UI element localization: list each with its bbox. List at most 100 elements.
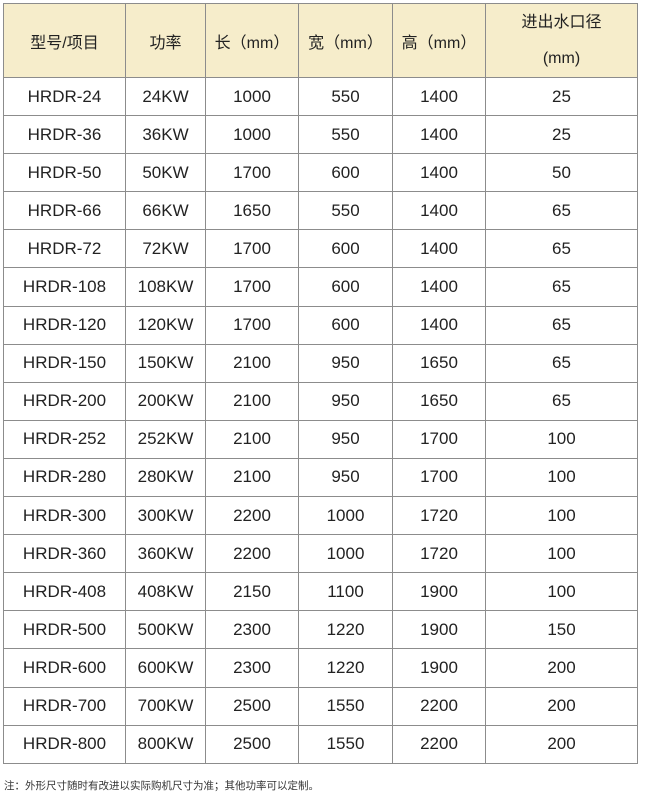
cell-pipe-diameter: 65 <box>485 305 638 345</box>
cell-power: 700KW <box>125 686 206 726</box>
cell-height: 1400 <box>392 76 486 117</box>
cell-width: 600 <box>298 229 393 269</box>
header-power: 功率 <box>125 3 206 78</box>
cell-length: 1700 <box>205 153 299 193</box>
cell-model: HRDR-36 <box>3 115 126 155</box>
cell-width: 950 <box>298 419 393 459</box>
cell-model: HRDR-50 <box>3 153 126 193</box>
cell-pipe-diameter: 65 <box>485 381 638 421</box>
cell-length: 2300 <box>205 610 299 650</box>
cell-power: 300KW <box>125 496 206 536</box>
cell-pipe-diameter: 65 <box>485 343 638 383</box>
cell-length: 2500 <box>205 724 299 764</box>
cell-power: 24KW <box>125 76 206 117</box>
cell-height: 1400 <box>392 229 486 269</box>
cell-height: 1900 <box>392 572 486 612</box>
cell-model: HRDR-72 <box>3 229 126 269</box>
cell-model: HRDR-408 <box>3 572 126 612</box>
cell-length: 1700 <box>205 305 299 345</box>
cell-power: 280KW <box>125 457 206 498</box>
cell-power: 120KW <box>125 305 206 345</box>
cell-power: 66KW <box>125 191 206 231</box>
cell-pipe-diameter: 100 <box>485 419 638 459</box>
cell-pipe-diameter: 200 <box>485 724 638 764</box>
cell-model: HRDR-200 <box>3 381 126 421</box>
spec-table: 型号/项目 功率 长（mm） 宽（mm） 高（mm） 进出水口径 (mm) HR… <box>3 3 638 764</box>
cell-length: 1700 <box>205 229 299 269</box>
table-row: HRDR-66 66KW 1650 550 1400 65 <box>3 191 638 231</box>
table-row: HRDR-252 252KW 2100 950 1700 100 <box>3 419 638 459</box>
table-row: HRDR-120 120KW 1700 600 1400 65 <box>3 305 638 345</box>
cell-length: 2200 <box>205 496 299 536</box>
cell-width: 550 <box>298 115 393 155</box>
cell-power: 36KW <box>125 115 206 155</box>
table-row: HRDR-360 360KW 2200 1000 1720 100 <box>3 534 638 574</box>
cell-pipe-diameter: 65 <box>485 229 638 269</box>
cell-width: 950 <box>298 457 393 498</box>
cell-width: 950 <box>298 343 393 383</box>
cell-length: 2150 <box>205 572 299 612</box>
header-length: 长（mm） <box>205 3 299 78</box>
cell-power: 150KW <box>125 343 206 383</box>
cell-length: 2100 <box>205 419 299 459</box>
cell-model: HRDR-252 <box>3 419 126 459</box>
cell-width: 1220 <box>298 610 393 650</box>
cell-power: 600KW <box>125 648 206 688</box>
cell-model: HRDR-120 <box>3 305 126 345</box>
cell-pipe-diameter: 100 <box>485 496 638 536</box>
cell-length: 1700 <box>205 267 299 307</box>
header-height: 高（mm） <box>392 3 486 78</box>
cell-height: 1650 <box>392 343 486 383</box>
cell-model: HRDR-500 <box>3 610 126 650</box>
cell-model: HRDR-280 <box>3 457 126 498</box>
cell-height: 1700 <box>392 419 486 459</box>
cell-width: 950 <box>298 381 393 421</box>
cell-power: 408KW <box>125 572 206 612</box>
header-pipe-line1: 进出水口径 <box>521 13 602 31</box>
cell-length: 1000 <box>205 76 299 117</box>
cell-height: 2200 <box>392 724 486 764</box>
cell-power: 360KW <box>125 534 206 574</box>
header-row: 型号/项目 功率 长（mm） 宽（mm） 高（mm） 进出水口径 (mm) <box>3 3 638 78</box>
cell-pipe-diameter: 150 <box>485 610 638 650</box>
header-width: 宽（mm） <box>298 3 393 78</box>
cell-pipe-diameter: 100 <box>485 534 638 574</box>
cell-width: 1100 <box>298 572 393 612</box>
cell-power: 800KW <box>125 724 206 764</box>
cell-height: 1400 <box>392 191 486 231</box>
cell-model: HRDR-66 <box>3 191 126 231</box>
cell-width: 1550 <box>298 724 393 764</box>
cell-pipe-diameter: 25 <box>485 115 638 155</box>
cell-power: 72KW <box>125 229 206 269</box>
footnote: 注：外形尺寸随时有改进以实际购机尺寸为准；其他功率可以定制。 <box>4 780 319 792</box>
cell-model: HRDR-800 <box>3 724 126 764</box>
table-row: HRDR-72 72KW 1700 600 1400 65 <box>3 229 638 269</box>
table-row: HRDR-600 600KW 2300 1220 1900 200 <box>3 648 638 688</box>
cell-power: 200KW <box>125 381 206 421</box>
cell-length: 2500 <box>205 686 299 726</box>
cell-model: HRDR-700 <box>3 686 126 726</box>
cell-height: 1700 <box>392 457 486 498</box>
cell-length: 2300 <box>205 648 299 688</box>
cell-power: 500KW <box>125 610 206 650</box>
cell-height: 1400 <box>392 267 486 307</box>
cell-height: 1900 <box>392 610 486 650</box>
table-row: HRDR-36 36KW 1000 550 1400 25 <box>3 115 638 155</box>
cell-power: 108KW <box>125 267 206 307</box>
cell-height: 1900 <box>392 648 486 688</box>
table-row: HRDR-700 700KW 2500 1550 2200 200 <box>3 686 638 726</box>
header-pipe-diameter: 进出水口径 (mm) <box>485 3 638 78</box>
cell-length: 2200 <box>205 534 299 574</box>
table-row: HRDR-280 280KW 2100 950 1700 100 <box>3 457 638 498</box>
table-row: HRDR-150 150KW 2100 950 1650 65 <box>3 343 638 383</box>
table-row: HRDR-50 50KW 1700 600 1400 50 <box>3 153 638 193</box>
cell-height: 1400 <box>392 115 486 155</box>
cell-width: 1220 <box>298 648 393 688</box>
table-row: HRDR-300 300KW 2200 1000 1720 100 <box>3 496 638 536</box>
cell-length: 1650 <box>205 191 299 231</box>
cell-width: 1000 <box>298 534 393 574</box>
cell-pipe-diameter: 100 <box>485 572 638 612</box>
cell-width: 550 <box>298 76 393 117</box>
cell-height: 1720 <box>392 496 486 536</box>
cell-model: HRDR-24 <box>3 76 126 117</box>
